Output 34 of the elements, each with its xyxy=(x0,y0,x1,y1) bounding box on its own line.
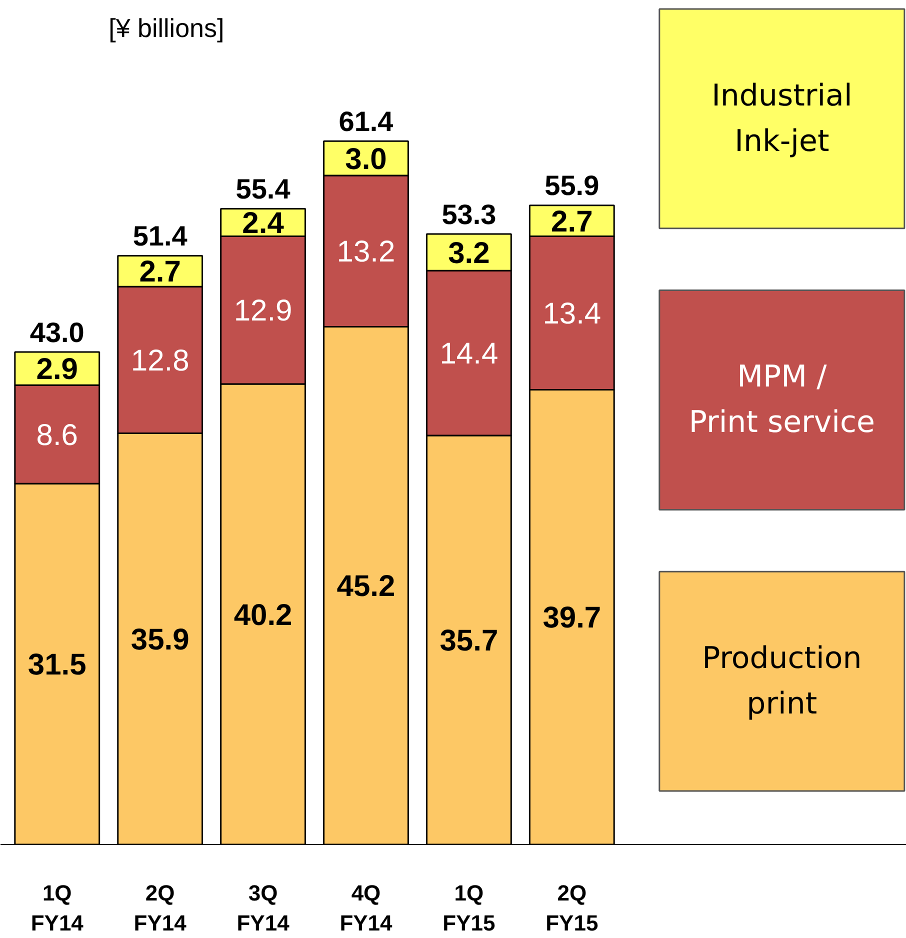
x-tick-label: 1Q FY15 xyxy=(442,880,496,936)
data-label: 8.6 xyxy=(36,418,78,452)
data-label: 14.4 xyxy=(440,338,498,371)
data-label: 31.5 xyxy=(28,648,86,682)
text: Production print xyxy=(702,641,862,722)
x-tick-label: 3Q FY14 xyxy=(236,880,290,936)
text: MPM / Print service xyxy=(688,360,875,440)
total-label: 55.9 xyxy=(544,170,600,202)
data-label: 12.8 xyxy=(130,344,190,378)
data-label: 3.2 xyxy=(448,236,490,270)
data-label: 3.0 xyxy=(345,142,387,176)
data-label: 35.7 xyxy=(440,624,498,658)
data-label: 2.4 xyxy=(242,206,284,240)
data-label: 2.7 xyxy=(139,256,181,289)
total-label: 51.4 xyxy=(132,220,188,252)
x-tick-label: 1Q FY14 xyxy=(30,880,84,936)
x-tick-label: 2Q FY14 xyxy=(134,880,188,936)
data-label: 35.9 xyxy=(130,623,190,656)
total-label: 43.0 xyxy=(30,316,84,348)
total-label: 55.4 xyxy=(236,174,291,205)
data-label: 13.4 xyxy=(542,297,602,330)
y-axis-title: [¥ billions] xyxy=(108,13,224,44)
data-label: 40.2 xyxy=(234,598,292,632)
x-tick-label: 2Q FY15 xyxy=(546,880,598,936)
text: Industrial Ink-jet xyxy=(712,78,852,159)
data-label: 45.2 xyxy=(336,570,396,604)
x-tick-label: 4Q FY14 xyxy=(340,880,394,936)
data-label: 13.2 xyxy=(336,236,396,269)
total-label: 53.3 xyxy=(442,198,496,230)
data-label: 12.9 xyxy=(234,294,292,328)
total-label: 61.4 xyxy=(338,106,394,138)
data-label: 39.7 xyxy=(542,602,602,635)
data-label: 2.9 xyxy=(36,353,78,386)
data-label: 2.7 xyxy=(551,205,593,238)
